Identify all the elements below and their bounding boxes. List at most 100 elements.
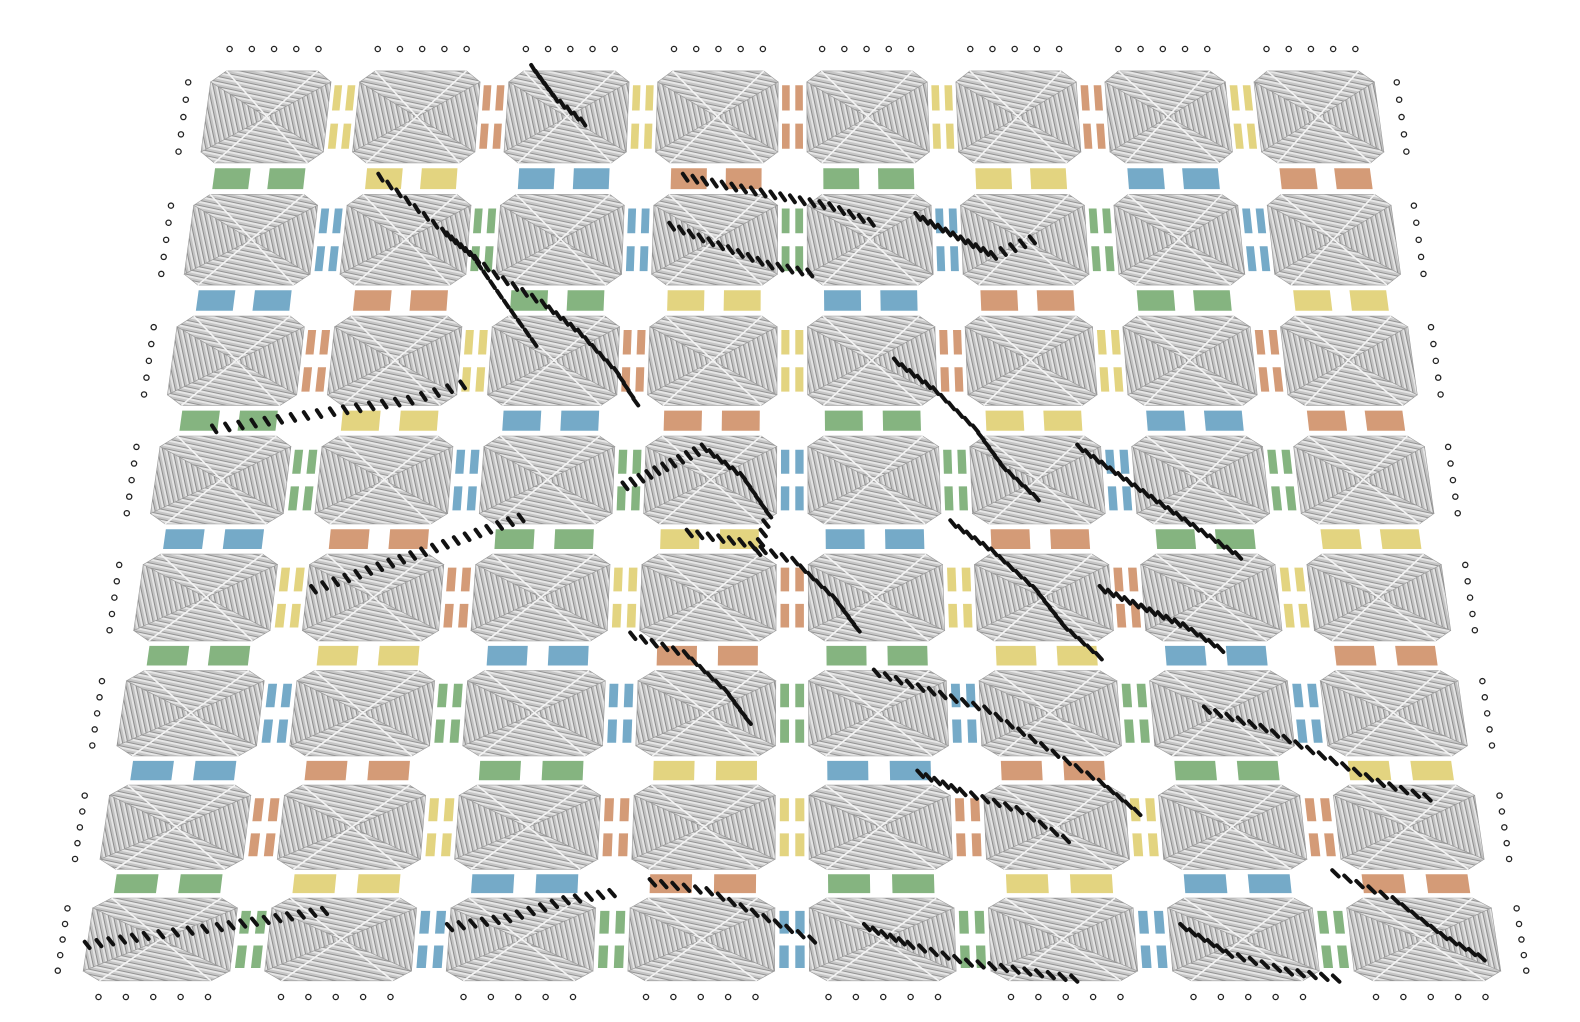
pattern-pixel bbox=[1247, 955, 1259, 967]
sticky-end-connector bbox=[1135, 683, 1149, 708]
helix-end bbox=[934, 993, 942, 1001]
pattern-pixel bbox=[1319, 971, 1330, 982]
tile-seam bbox=[983, 315, 1078, 407]
pattern-pixel bbox=[1247, 719, 1258, 730]
tile-triangle-left bbox=[631, 794, 705, 860]
helix-end bbox=[1437, 391, 1444, 398]
pattern-pixel bbox=[778, 191, 788, 203]
pattern-pixel bbox=[1330, 973, 1342, 984]
helix-end bbox=[1329, 45, 1337, 53]
tile-seam bbox=[213, 70, 319, 164]
helix-end bbox=[59, 936, 66, 943]
pattern-pixel bbox=[749, 907, 760, 918]
pattern-pixel bbox=[1031, 491, 1041, 503]
tile-triangle-left bbox=[978, 680, 1051, 747]
pattern-pixel bbox=[1149, 493, 1159, 505]
pattern-pixel bbox=[730, 465, 740, 476]
sticky-end-connector bbox=[1333, 167, 1374, 190]
helix-end bbox=[226, 45, 233, 53]
pattern-pixel bbox=[397, 554, 407, 565]
sticky-end-connector bbox=[238, 910, 252, 935]
pattern-pixel bbox=[963, 957, 974, 968]
pattern-pixel bbox=[997, 554, 1007, 565]
pixel-pattern-stroke bbox=[444, 887, 617, 933]
pattern-pixel bbox=[529, 292, 539, 304]
pattern-pixel bbox=[1037, 819, 1048, 830]
sticky-end-connector bbox=[826, 760, 870, 781]
pattern-pixel bbox=[565, 104, 574, 116]
helix-end bbox=[863, 45, 870, 53]
pattern-pixel bbox=[745, 251, 755, 263]
tile-triangle-right bbox=[877, 680, 949, 747]
pattern-pixel bbox=[993, 711, 1004, 723]
helix-end bbox=[182, 96, 190, 103]
origami-tile bbox=[964, 315, 1098, 407]
helix-end bbox=[1432, 357, 1440, 365]
tile-seam bbox=[148, 553, 264, 642]
helix-end bbox=[74, 839, 81, 847]
sticky-end-connector bbox=[652, 760, 696, 781]
pattern-pixel bbox=[1295, 968, 1306, 979]
sticky-end-connector bbox=[1152, 910, 1166, 935]
pattern-pixel bbox=[379, 398, 389, 410]
helix-end bbox=[180, 113, 187, 121]
origami-tile bbox=[654, 70, 779, 164]
pattern-pixel bbox=[715, 891, 726, 902]
tile-triangle-left bbox=[964, 326, 1032, 396]
helix-end bbox=[1400, 131, 1408, 138]
sticky-end-connector bbox=[1316, 910, 1331, 935]
tile-triangle-right bbox=[235, 326, 305, 396]
tile-seam bbox=[509, 193, 611, 286]
tile-triangle-right bbox=[527, 794, 601, 860]
sticky-end-connector bbox=[1131, 832, 1145, 858]
helix-end bbox=[150, 323, 157, 331]
pattern-pixel bbox=[998, 461, 1008, 473]
pattern-pixel bbox=[870, 925, 881, 936]
sticky-end-connector bbox=[957, 910, 970, 935]
origami-tile bbox=[183, 193, 319, 286]
sticky-end-connector bbox=[612, 944, 625, 969]
sticky-end-connector bbox=[989, 528, 1032, 550]
tile-triangle-right bbox=[1392, 680, 1468, 747]
sticky-end-connector bbox=[943, 84, 954, 112]
tile-triangle-left bbox=[183, 204, 253, 275]
sticky-end-connector bbox=[1115, 603, 1128, 629]
sticky-end-connector bbox=[794, 910, 806, 935]
sticky-end-connector bbox=[339, 409, 382, 432]
pattern-pixel bbox=[309, 583, 318, 595]
tile-seam bbox=[825, 784, 934, 870]
helix-end bbox=[611, 45, 619, 53]
origami-tile bbox=[635, 669, 777, 757]
tile-seam bbox=[822, 315, 920, 407]
pattern-pixel bbox=[1026, 812, 1036, 823]
tile-layer bbox=[82, 70, 1502, 982]
sticky-end-connector bbox=[376, 645, 421, 667]
helix-end bbox=[115, 561, 123, 569]
sticky-end-connector bbox=[331, 84, 344, 112]
pattern-pixel bbox=[716, 240, 726, 252]
sticky-end-connector bbox=[946, 566, 958, 593]
pattern-pixel bbox=[1422, 792, 1433, 803]
pixel-pattern-stroke bbox=[1178, 921, 1342, 984]
pattern-pixel bbox=[1042, 598, 1052, 610]
pattern-pixel bbox=[987, 961, 998, 972]
pattern-pixel bbox=[652, 465, 662, 476]
helix-end bbox=[332, 993, 339, 1001]
pattern-pixel bbox=[1180, 621, 1191, 632]
pattern-pixel bbox=[649, 637, 659, 649]
sticky-end-connector bbox=[478, 122, 490, 150]
pattern-pixel bbox=[620, 480, 630, 492]
pattern-pixel bbox=[118, 934, 128, 945]
tile-triangle-right bbox=[714, 204, 779, 275]
tile-seam bbox=[305, 669, 420, 757]
pattern-pixel bbox=[1085, 770, 1096, 781]
pixel-pattern-stroke bbox=[210, 379, 467, 435]
helix-end bbox=[1469, 610, 1476, 618]
origami-tile bbox=[1346, 897, 1502, 982]
helix-end bbox=[1035, 993, 1042, 1001]
sticky-end-connector bbox=[634, 366, 646, 393]
sticky-end-connector bbox=[364, 167, 404, 190]
helix-end bbox=[1464, 578, 1471, 585]
helix-end bbox=[1115, 45, 1122, 53]
pattern-pixel bbox=[691, 446, 701, 457]
